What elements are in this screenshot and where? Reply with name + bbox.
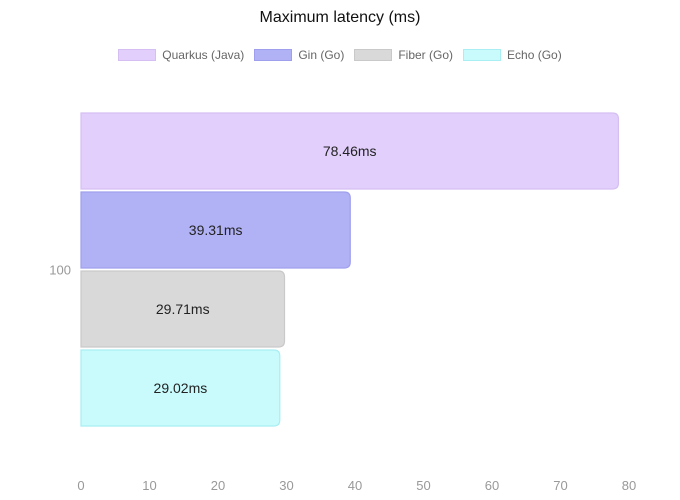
legend-label-fiber: Fiber (Go): [398, 48, 454, 62]
legend-swatch-echo: [463, 49, 502, 61]
legend-label-echo: Echo (Go): [507, 48, 562, 62]
data-label: 29.02ms: [154, 380, 208, 396]
legend: Quarkus (Java) Gin (Go) Fiber (Go) Echo …: [0, 48, 680, 62]
legend-label-gin: Gin (Go): [298, 48, 345, 62]
legend-item-echo[interactable]: Echo (Go): [463, 48, 562, 62]
x-tick-label: 0: [77, 478, 84, 493]
legend-item-quarkus[interactable]: Quarkus (Java): [118, 48, 244, 62]
bar-quarkus-java: [80, 112, 620, 190]
bar-echo-go: [80, 349, 281, 427]
x-tick-label: 20: [211, 478, 225, 493]
x-tick-label: 70: [553, 478, 567, 493]
data-label: 29.71ms: [156, 301, 210, 317]
x-tick-label: 50: [416, 478, 430, 493]
x-tick-label: 80: [622, 478, 636, 493]
legend-label-quarkus: Quarkus (Java): [162, 48, 245, 62]
bar-fiber-go: [80, 270, 286, 348]
chart-title: Maximum latency (ms): [259, 9, 421, 26]
x-tick-label: 30: [279, 478, 293, 493]
y-tick-label: 100: [49, 263, 71, 278]
legend-item-fiber[interactable]: Fiber (Go): [354, 48, 453, 62]
legend-swatch-gin: [254, 49, 293, 61]
legend-swatch-fiber: [354, 49, 393, 61]
x-tick-label: 40: [348, 478, 362, 493]
bar-gin-go: [80, 191, 351, 269]
x-tick-label: 60: [485, 478, 499, 493]
legend-item-gin[interactable]: Gin (Go): [254, 48, 344, 62]
data-label: 39.31ms: [189, 222, 243, 238]
legend-swatch-quarkus: [118, 49, 157, 61]
x-tick-label: 10: [142, 478, 156, 493]
data-label: 78.46ms: [323, 143, 377, 159]
